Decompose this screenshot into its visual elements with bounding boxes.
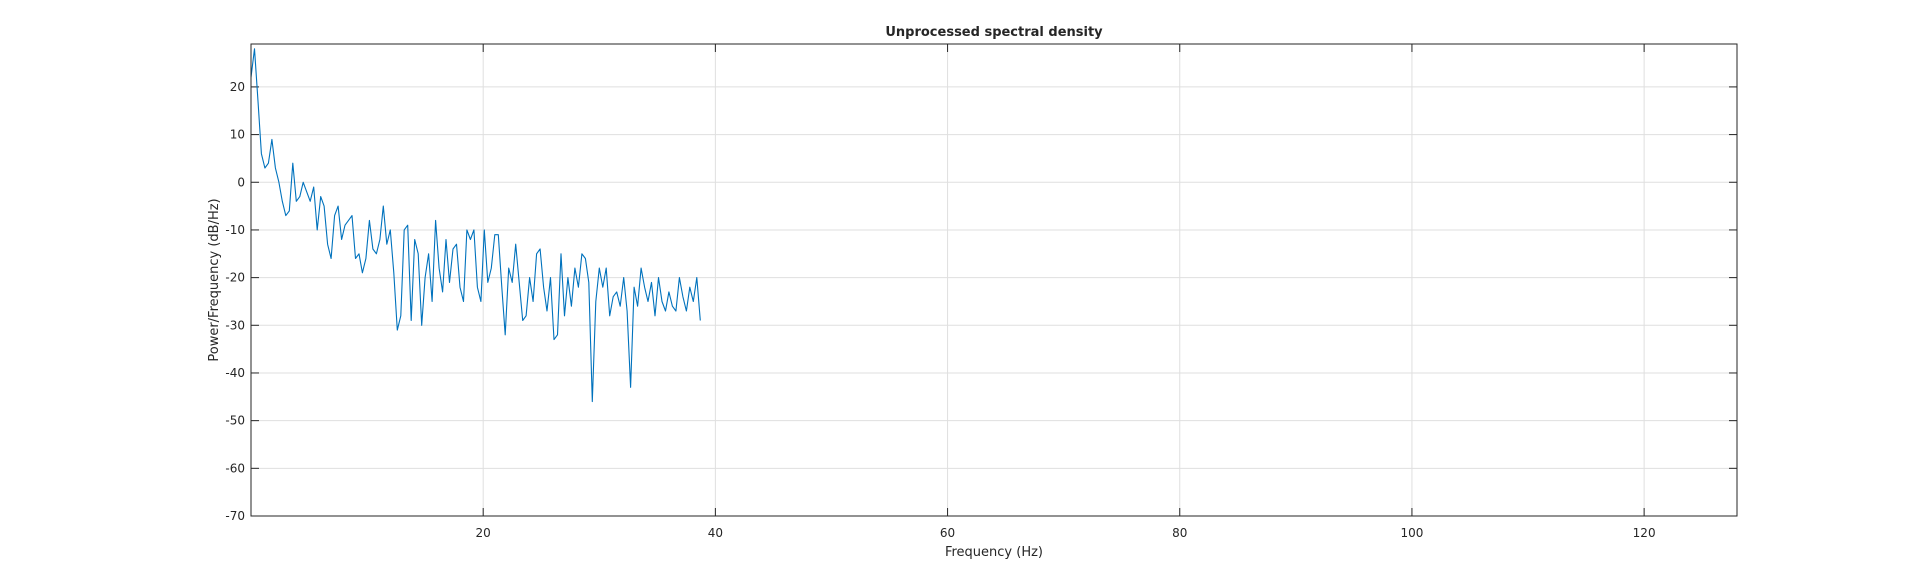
series-group [251, 48, 701, 403]
spectral-density-line [251, 48, 701, 403]
y-tick-label: -10 [225, 223, 245, 237]
y-tick-label: 10 [230, 128, 245, 142]
y-axis-label: Power/Frequency (dB/Hz) [207, 198, 222, 361]
y-tick-label: -30 [225, 318, 245, 332]
x-tick-label: 120 [1633, 526, 1656, 540]
x-tick-label: 60 [940, 526, 955, 540]
grid-lines [251, 44, 1737, 517]
x-tick-label: 100 [1400, 526, 1423, 540]
y-tick-label: -50 [225, 414, 245, 428]
y-tick-label: 20 [230, 80, 245, 94]
x-axis-label: Frequency (Hz) [945, 545, 1043, 560]
x-tick-label: 40 [708, 526, 723, 540]
x-tick-label: 20 [476, 526, 491, 540]
y-tick-label: 0 [237, 175, 245, 189]
plot-area [251, 44, 1737, 516]
plot-frame [250, 43, 1738, 517]
y-tick-label: -60 [225, 461, 245, 475]
x-tick-label: 80 [1172, 526, 1187, 540]
y-tick-label: -40 [225, 366, 245, 380]
y-tick-label: -70 [225, 509, 245, 523]
y-tick-label: -20 [225, 271, 245, 285]
chart-title: Unprocessed spectral density [885, 25, 1103, 40]
